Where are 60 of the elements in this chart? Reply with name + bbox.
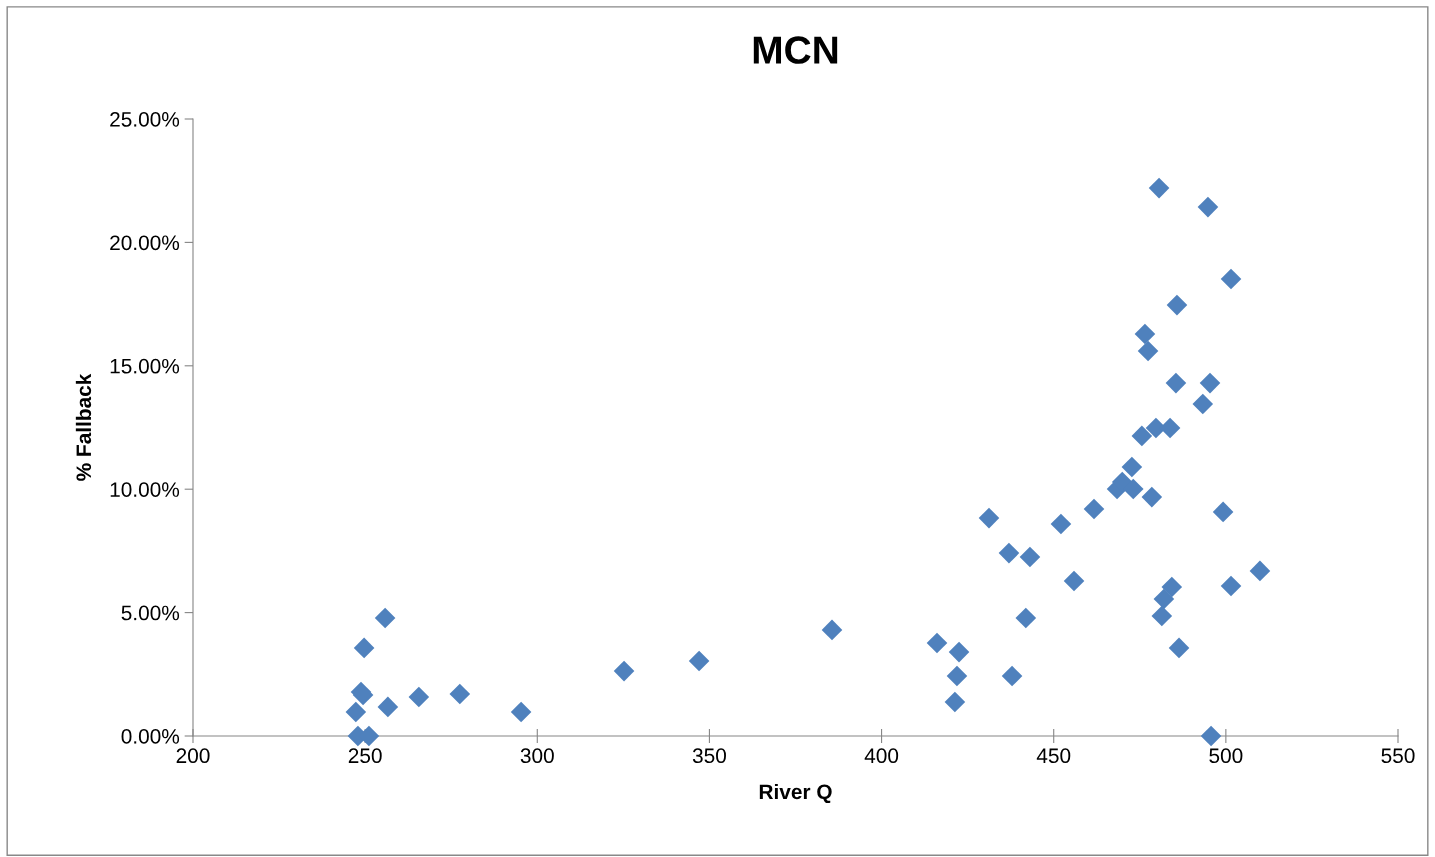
point xyxy=(1134,323,1156,345)
point xyxy=(1165,372,1187,394)
point xyxy=(510,701,532,723)
point xyxy=(1001,665,1023,687)
point xyxy=(1015,607,1037,629)
y-tick-label: 20.00% xyxy=(110,235,180,251)
point xyxy=(374,607,396,629)
y-tick-label: 15.00% xyxy=(110,358,180,374)
point xyxy=(1122,478,1144,500)
point xyxy=(944,691,966,713)
point xyxy=(1131,425,1153,447)
point xyxy=(946,665,968,687)
point xyxy=(1151,605,1173,627)
point xyxy=(1249,560,1271,582)
point xyxy=(377,696,399,718)
y-tick-label: 5.00% xyxy=(121,605,180,621)
y-axis-title: % Fallback xyxy=(75,373,92,481)
point xyxy=(821,619,843,641)
point xyxy=(998,542,1020,564)
y-tick-label: 0.00% xyxy=(121,729,180,744)
point xyxy=(948,641,970,663)
point xyxy=(1161,576,1183,598)
point xyxy=(1220,575,1242,597)
y-tick-label: 10.00% xyxy=(110,482,180,497)
x-tick-label: 350 xyxy=(692,748,726,764)
point xyxy=(978,507,1000,529)
point xyxy=(1153,588,1175,610)
point xyxy=(1050,513,1072,535)
point xyxy=(926,632,948,654)
point xyxy=(1192,393,1214,415)
point xyxy=(1063,570,1085,592)
point xyxy=(1121,456,1143,478)
x-tick-label: 200 xyxy=(176,748,210,764)
x-tick-label: 300 xyxy=(520,748,554,764)
point xyxy=(345,701,367,723)
point xyxy=(1212,501,1234,523)
x-tick-label: 250 xyxy=(348,748,382,764)
point xyxy=(1166,294,1188,316)
point xyxy=(688,650,710,672)
point xyxy=(449,683,471,705)
x-axis-title: River Q xyxy=(759,783,832,804)
point xyxy=(408,686,430,708)
point xyxy=(1199,372,1221,394)
point xyxy=(1141,486,1163,508)
point xyxy=(1197,196,1219,218)
point xyxy=(353,637,375,659)
point xyxy=(1220,268,1242,290)
point xyxy=(1148,177,1170,199)
point xyxy=(1137,340,1159,362)
point xyxy=(613,660,635,682)
point xyxy=(1019,546,1041,568)
x-tick-label: 400 xyxy=(864,748,899,764)
x-tick-label: 500 xyxy=(1209,748,1243,764)
y-tick-label: 25.00% xyxy=(110,112,180,127)
x-tick-label: 550 xyxy=(1381,748,1415,764)
chart-title: MCN xyxy=(753,36,838,64)
point xyxy=(1200,725,1222,747)
point xyxy=(1168,637,1190,659)
point xyxy=(1083,498,1105,520)
x-tick-label: 450 xyxy=(1036,748,1071,764)
